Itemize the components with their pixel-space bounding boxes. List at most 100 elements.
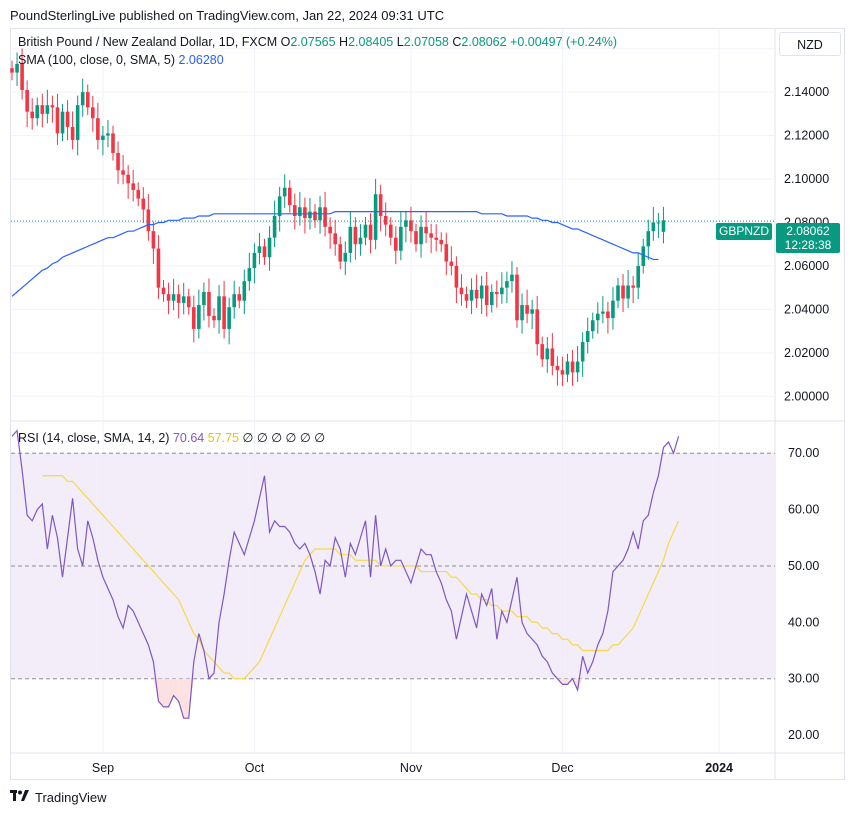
candle-body xyxy=(611,300,615,319)
candle xyxy=(333,219,337,256)
candle-body xyxy=(570,361,575,373)
candle-body xyxy=(126,174,130,184)
candle xyxy=(368,213,373,254)
candle-body xyxy=(146,209,151,232)
candle xyxy=(80,78,85,117)
candle xyxy=(217,284,221,334)
candle xyxy=(212,308,216,328)
candle-body xyxy=(313,211,317,221)
candle xyxy=(131,169,135,202)
candle xyxy=(525,289,529,324)
rsi-tick-label: 20.00 xyxy=(788,728,819,742)
price-tick-label: 2.10000 xyxy=(784,172,829,186)
candle xyxy=(606,301,610,334)
candle-body xyxy=(368,224,373,240)
bar-countdown: 12:28:38 xyxy=(784,238,832,252)
tradingview-logo-icon[interactable] xyxy=(10,790,30,805)
candle xyxy=(267,226,272,271)
candle xyxy=(106,119,110,148)
candle-body xyxy=(419,226,423,245)
candle-body xyxy=(636,265,640,288)
candle-body xyxy=(207,292,211,316)
currency-button[interactable]: NZD xyxy=(779,32,841,56)
last-price-tag: 2.08062 12:28:38 xyxy=(776,223,840,253)
candle-body xyxy=(394,237,398,251)
x-tick-label: Oct xyxy=(245,761,265,775)
tradingview-brand[interactable]: TradingView xyxy=(35,790,107,805)
candle xyxy=(469,278,474,315)
candle xyxy=(651,207,656,241)
candle-body xyxy=(166,294,171,301)
candle-body xyxy=(131,183,135,190)
x-tick-label: Dec xyxy=(551,761,573,775)
candle xyxy=(202,282,206,321)
candle-body xyxy=(651,222,656,232)
candle xyxy=(409,206,413,243)
rsi-legend[interactable]: RSI (14, close, SMA, 14, 2) 70.64 57.75 … xyxy=(18,430,325,445)
candle-body xyxy=(227,307,231,329)
rsi-tick-label: 60.00 xyxy=(788,503,819,517)
candle-body xyxy=(661,220,666,232)
candle xyxy=(91,95,95,132)
candle-body xyxy=(156,248,161,288)
candle-body xyxy=(505,281,509,288)
candle xyxy=(328,217,332,249)
candle xyxy=(545,336,550,373)
candle-body xyxy=(242,281,247,301)
candle xyxy=(192,295,196,343)
candle-body xyxy=(560,370,565,375)
candle xyxy=(419,215,423,258)
candle xyxy=(348,211,353,263)
candle xyxy=(434,224,438,252)
candle-body xyxy=(545,348,550,360)
candle xyxy=(197,289,201,339)
candle xyxy=(555,356,560,386)
candle xyxy=(540,336,545,367)
candle xyxy=(565,353,570,383)
x-tick-label: Nov xyxy=(400,761,423,775)
candle-body xyxy=(106,133,110,136)
candle xyxy=(338,236,343,270)
open-value: 2.07565 xyxy=(290,35,336,49)
candle-body xyxy=(555,365,560,371)
rsi-ma-line xyxy=(42,475,680,680)
candle-body xyxy=(212,315,216,321)
sma-legend[interactable]: SMA (100, close, 0, SMA, 5) 2.06280 xyxy=(18,53,224,67)
candle-body xyxy=(530,309,534,314)
candle-body xyxy=(575,361,580,373)
rsi-ma-value: 57.75 xyxy=(207,431,239,445)
candle xyxy=(65,100,70,141)
candle-body xyxy=(399,226,403,251)
candle xyxy=(585,317,590,354)
candle-body xyxy=(343,252,348,262)
candle-body xyxy=(469,289,474,301)
candle xyxy=(449,246,454,276)
symbol-name[interactable]: British Pound / New Zealand Dollar, 1D, … xyxy=(18,35,278,49)
candle-body xyxy=(484,285,489,306)
candle xyxy=(242,269,247,315)
rsi-oversold-fill xyxy=(163,678,169,707)
candle xyxy=(383,202,388,237)
price-tick-label: 2.00000 xyxy=(784,389,829,403)
candle-body xyxy=(35,105,40,119)
candle xyxy=(520,293,524,334)
price-tick-label: 2.02000 xyxy=(784,346,829,360)
candle xyxy=(237,286,242,309)
candle xyxy=(474,274,479,309)
candle xyxy=(621,273,625,312)
candle xyxy=(55,93,60,145)
candle xyxy=(75,95,80,156)
candle-body xyxy=(454,265,459,288)
candle-body xyxy=(197,305,201,329)
symbol-legend: British Pound / New Zealand Dollar, 1D, … xyxy=(18,35,617,49)
candle-body xyxy=(606,311,610,319)
candle xyxy=(176,284,181,319)
candle xyxy=(116,141,120,184)
candle-body xyxy=(222,296,226,329)
candle xyxy=(232,280,236,319)
candle-body xyxy=(585,331,590,342)
candle-body xyxy=(338,244,343,262)
candle-body xyxy=(616,285,620,301)
candle xyxy=(171,278,176,311)
